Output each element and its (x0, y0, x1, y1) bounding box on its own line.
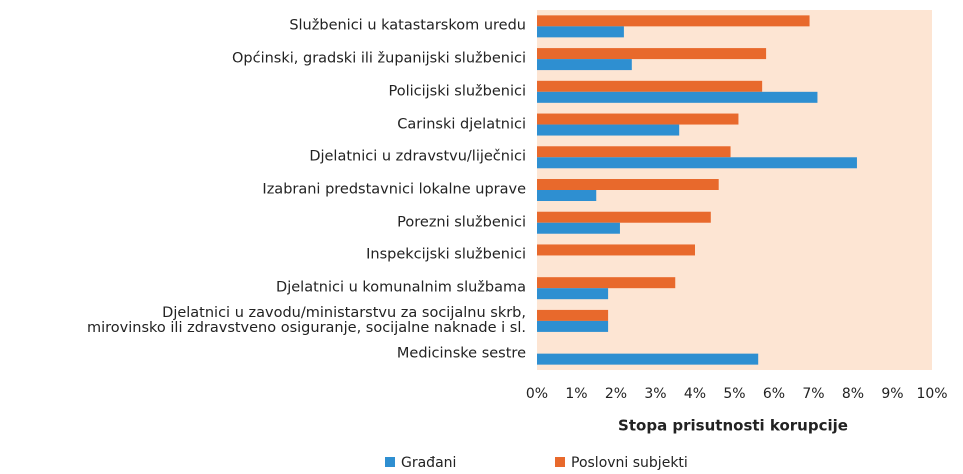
x-tick-label: 0% (526, 386, 548, 402)
legend-swatch (385, 457, 395, 467)
category-label: Općinski, gradski ili županijski služben… (231, 50, 526, 67)
bar (537, 179, 719, 190)
x-axis-title: Stopa prisutnosti korupcije (618, 417, 848, 435)
category-label: Inspekcijski službenici (366, 246, 526, 263)
bar (537, 146, 731, 158)
legend-label: Poslovni subjekti (571, 455, 688, 471)
x-tick-label: 3% (644, 386, 666, 402)
legend-swatch (555, 457, 565, 467)
x-tick-label: 2% (605, 386, 627, 402)
bar (537, 157, 857, 169)
bar (537, 309, 609, 321)
x-tick-label: 7% (802, 386, 824, 402)
bar (537, 15, 810, 27)
legend-label: Građani (401, 455, 456, 471)
category-label: Porezni službenici (397, 214, 526, 231)
x-tick-label: 9% (881, 386, 903, 402)
bar (537, 211, 711, 223)
x-tick-label: 5% (723, 386, 745, 402)
category-label: Djelatnici u komunalnim službama (276, 279, 526, 296)
bar (537, 124, 680, 136)
bar (537, 320, 609, 332)
bar (537, 80, 763, 92)
category-label: Policijski službenici (388, 83, 526, 100)
bar (537, 59, 632, 71)
x-tick-label: 1% (565, 386, 587, 402)
category-label: Carinski djelatnici (397, 116, 526, 133)
category-label: Izabrani predstavnici lokalne uprave (262, 181, 526, 198)
category-label: Službenici u katastarskom uredu (289, 17, 526, 34)
x-tick-label: 10% (916, 386, 947, 402)
bar (537, 113, 739, 125)
category-label: Djelatnici u zavodu/ministarstvu za soci… (87, 304, 526, 336)
bar (537, 288, 609, 300)
category-label: Djelatnici u zdravstvu/liječnici (309, 148, 526, 165)
bar (537, 353, 759, 365)
x-tick-label: 8% (842, 386, 864, 402)
bar (537, 26, 624, 38)
bar (537, 222, 620, 234)
bar (537, 48, 767, 60)
x-tick-label: 4% (684, 386, 706, 402)
bar (537, 190, 597, 201)
x-tick-label: 6% (763, 386, 785, 402)
bar (537, 91, 818, 103)
bar (537, 277, 676, 289)
category-label: Medicinske sestre (396, 345, 526, 362)
bar (537, 244, 695, 256)
